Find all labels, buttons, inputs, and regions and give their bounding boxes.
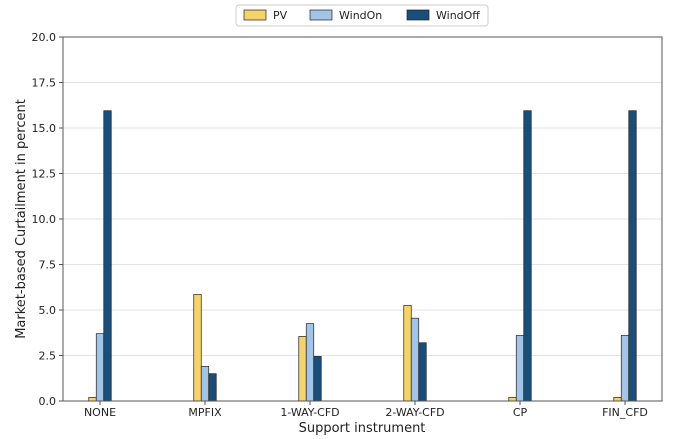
legend: PV WindOn WindOff [235, 4, 489, 27]
y-tick-label: 2.5 [39, 350, 57, 363]
bar-pv-fin_cfd [613, 397, 622, 402]
bar-windoff-none [103, 110, 112, 402]
y-tick-label: 5.0 [39, 304, 57, 317]
legend-label-windon: WindOn [339, 9, 382, 22]
bar-windoff-cp [523, 110, 532, 402]
x-tick-label: NONE [84, 406, 116, 419]
x-tick-label: 2-WAY-CFD [385, 406, 444, 419]
bar-windon-2-way-cfd [410, 317, 420, 402]
bar-windon-1-way-cfd [305, 323, 315, 402]
bar-windon-cp [515, 335, 525, 402]
x-tick-label: MPFIX [188, 406, 222, 419]
y-axis-label: Market-based Curtailment in percent [14, 99, 29, 339]
bar-windon-fin_cfd [620, 335, 630, 402]
legend-swatch-pv [243, 9, 267, 21]
bar-windoff-mpfix [208, 373, 217, 402]
bar-pv-1-way-cfd [298, 336, 307, 402]
bar-windoff-fin_cfd [628, 110, 637, 402]
y-tick-label: 10.0 [32, 213, 57, 226]
x-tick-label: CP [513, 406, 528, 419]
y-tick-label: 7.5 [39, 259, 57, 272]
bar-pv-cp [508, 397, 517, 402]
bar-pv-none [88, 397, 97, 402]
bar-windon-none [95, 333, 105, 402]
legend-label-pv: PV [273, 9, 288, 22]
bars [88, 110, 637, 402]
bar-windoff-1-way-cfd [313, 356, 322, 402]
bar-pv-mpfix [193, 294, 202, 402]
bar-windon-mpfix [200, 366, 210, 402]
y-tick-label: 12.5 [32, 168, 57, 181]
y-axis-ticks: 0.0 2.5 5.0 7.5 10.0 12.5 15.0 17.5 20.0 [32, 31, 63, 408]
y-tick-label: 20.0 [32, 31, 57, 44]
y-tick-label: 15.0 [32, 122, 57, 135]
grid-lines [63, 36, 662, 402]
y-tick-label: 0.0 [39, 395, 57, 408]
x-tick-label: FIN_CFD [602, 406, 648, 419]
bar-windoff-2-way-cfd [418, 342, 427, 402]
y-tick-label: 17.5 [32, 77, 57, 90]
legend-swatch-windoff [406, 9, 430, 21]
bar-pv-2-way-cfd [403, 305, 412, 402]
legend-swatch-windon [309, 9, 333, 21]
legend-label-windoff: WindOff [436, 9, 480, 22]
x-axis-ticks: NONE MPFIX 1-WAY-CFD 2-WAY-CFD CP FIN_CFD [84, 401, 648, 419]
x-axis-label: Support instrument [299, 421, 426, 435]
x-tick-label: 1-WAY-CFD [280, 406, 339, 419]
